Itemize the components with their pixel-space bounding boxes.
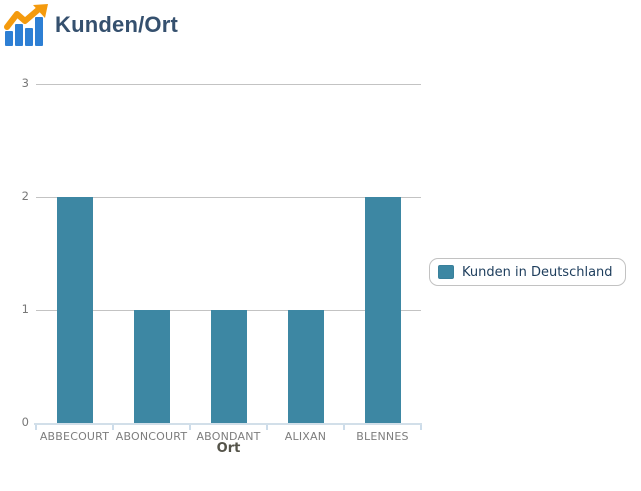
x-axis-tick <box>35 425 37 430</box>
bar-ABONCOURT[interactable] <box>133 310 170 423</box>
legend-label: Kunden in Deutschland <box>462 264 613 280</box>
xaxis-title: Ort <box>216 441 241 456</box>
gridline-3 <box>36 84 421 85</box>
gridline-2 <box>36 197 421 198</box>
bar-BLENNES[interactable] <box>364 197 401 423</box>
y-tick-label-3: 3 <box>21 76 29 90</box>
category-label-ABONCOURT: ABONCOURT <box>115 430 188 443</box>
y-tick-label-1: 1 <box>21 302 29 316</box>
category-label-ALIXAN: ALIXAN <box>284 430 327 443</box>
header: Kunden/Ort <box>4 3 178 47</box>
y-tick-label-2: 2 <box>21 189 29 203</box>
y-tick-label-0: 0 <box>21 415 29 429</box>
x-axis-line <box>34 423 422 425</box>
x-axis-tick <box>420 425 422 430</box>
legend: Kunden in Deutschland <box>429 258 626 286</box>
legend-swatch-icon <box>438 265 454 279</box>
page-title: Kunden/Ort <box>55 12 178 37</box>
category-label-ABBECOURT: ABBECOURT <box>39 430 110 443</box>
category-label-ABONDANT: ABONDANT <box>196 430 261 443</box>
x-axis-tick <box>189 425 191 430</box>
plot-area: 0 1 2 3 ABBECOURT ABONCOURT ABONDANT ALIXAN BLEN… <box>22 76 422 443</box>
bar-ABONDANT[interactable] <box>210 310 247 423</box>
x-axis-tick <box>343 425 345 430</box>
bar-chart: 0 1 2 3 ABBECOURT ABONCOURT ABONDANT ALIXAN BLEN… <box>0 60 641 480</box>
x-axis-tick <box>266 425 268 430</box>
category-label-BLENNES: BLENNES <box>356 430 409 443</box>
bar-ABBECOURT[interactable] <box>56 197 93 423</box>
growth-chart-icon <box>4 4 48 46</box>
x-axis-tick <box>112 425 114 430</box>
bar-ALIXAN[interactable] <box>287 310 324 423</box>
